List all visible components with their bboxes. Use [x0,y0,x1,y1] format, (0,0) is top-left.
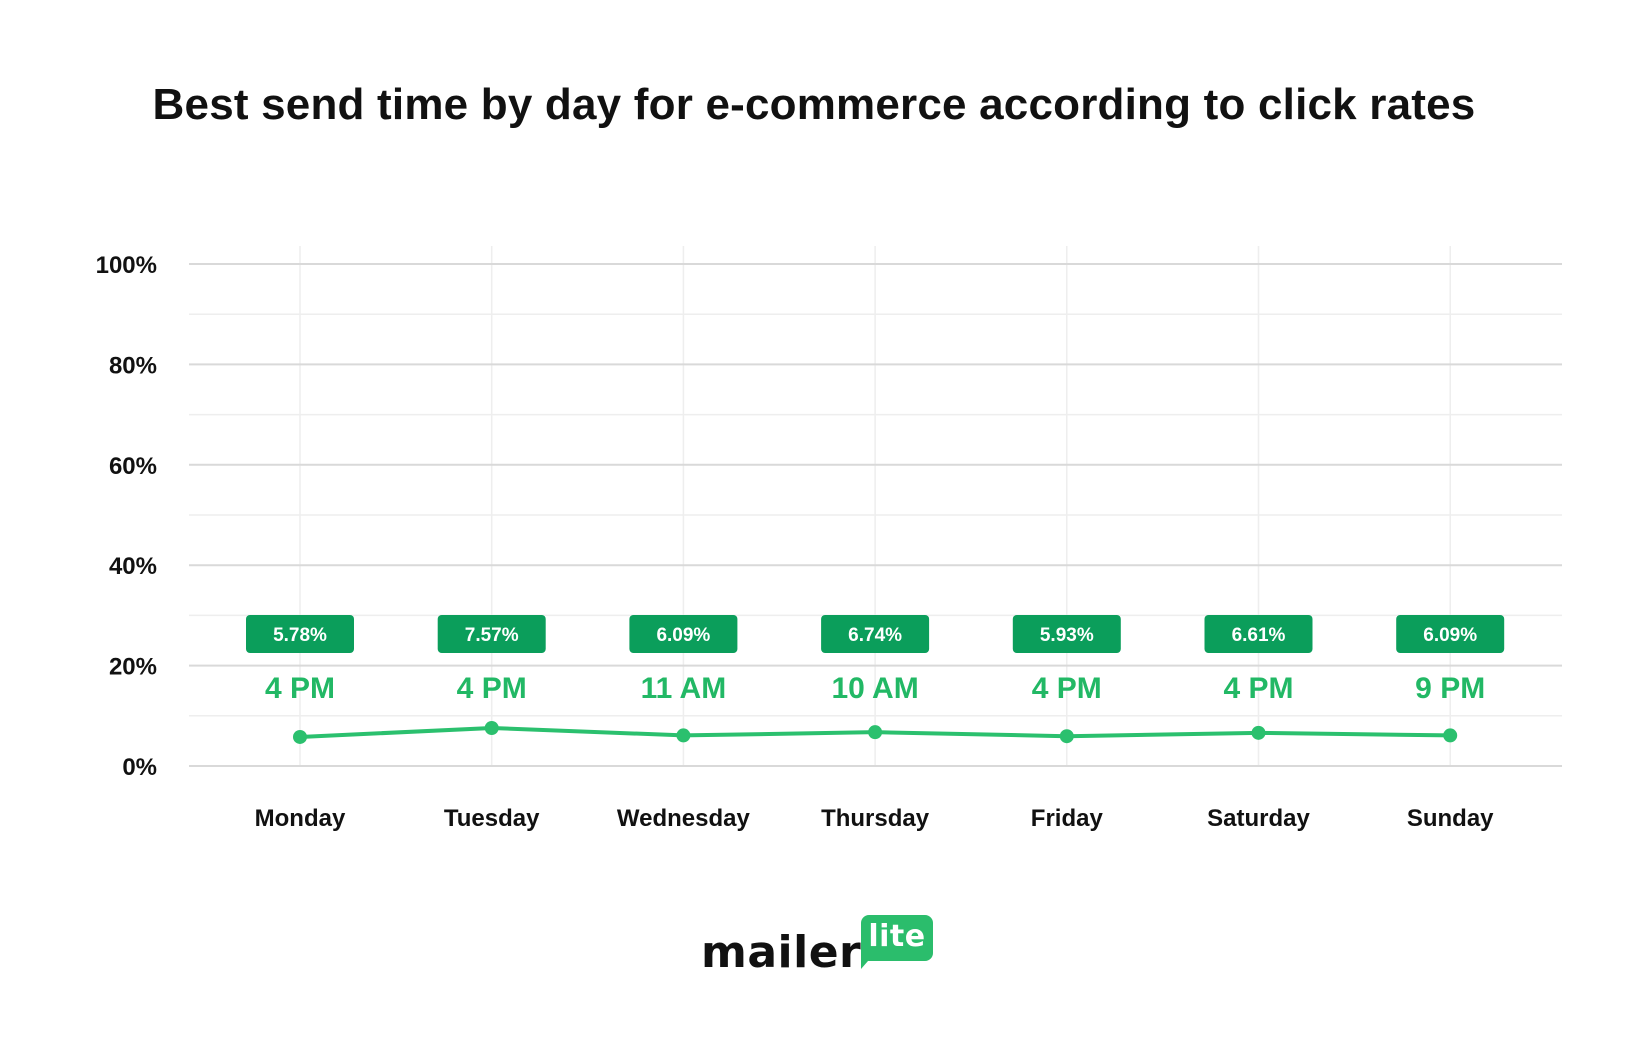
chart-title: Best send time by day for e-commerce acc… [152,80,1476,129]
value-badge [1204,615,1313,653]
logo-wordmark: mailer [701,927,862,978]
best-time-label: 11 AM [641,672,727,705]
best-time-label: 9 PM [1415,672,1485,705]
y-tick-label: 80% [109,352,157,379]
x-category-label: Friday [1031,805,1104,832]
x-category-label: Tuesday [444,805,540,832]
data-point [1251,725,1266,740]
x-category-label: Monday [255,805,346,832]
data-point [484,720,499,735]
y-tick-label: 20% [109,654,157,681]
value-label: 6.09% [1423,625,1477,646]
y-tick-label: 100% [96,252,157,279]
y-tick-label: 40% [109,553,157,580]
value-label: 6.09% [656,625,710,646]
value-label: 6.61% [1232,625,1286,646]
value-badge [1012,615,1121,653]
value-label: 6.74% [848,625,902,646]
y-tick-label: 0% [122,754,157,781]
value-badge [1396,615,1505,653]
value-badge [629,615,738,653]
value-badge [821,615,930,653]
best-time-label: 10 AM [831,672,918,705]
value-label: 5.78% [273,625,327,646]
data-point [676,728,691,743]
value-badge [246,615,354,653]
data-point [293,729,307,744]
data-point [1059,729,1074,744]
x-category-label: Sunday [1407,805,1494,832]
x-category-label: Wednesday [617,805,751,832]
best-time-label: 4 PM [1032,672,1102,705]
best-time-label: 4 PM [457,672,527,705]
value-badge [437,615,546,653]
x-category-label: Thursday [821,805,930,832]
data-point [868,725,883,740]
x-category-label: Saturday [1207,805,1310,832]
value-label: 5.93% [1040,625,1094,646]
logo-badge: lite [861,915,933,961]
best-time-label: 4 PM [1223,672,1293,705]
mailerlite-logo: mailer lite [701,915,941,978]
y-tick-label: 60% [109,453,157,480]
data-point [1443,728,1458,743]
best-time-label: 4 PM [265,672,335,705]
value-label: 7.57% [465,625,519,646]
